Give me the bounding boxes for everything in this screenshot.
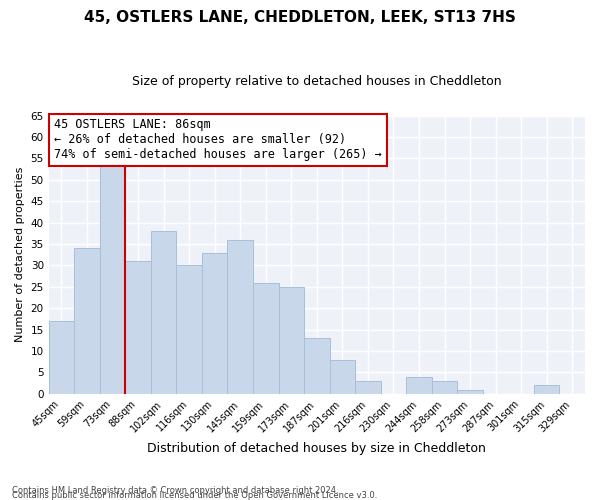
Bar	[227, 240, 253, 394]
Bar	[151, 231, 176, 394]
Text: Contains HM Land Registry data © Crown copyright and database right 2024.: Contains HM Land Registry data © Crown c…	[12, 486, 338, 495]
Bar	[176, 266, 202, 394]
Y-axis label: Number of detached properties: Number of detached properties	[15, 167, 25, 342]
Text: Contains public sector information licensed under the Open Government Licence v3: Contains public sector information licen…	[12, 490, 377, 500]
Bar	[49, 321, 74, 394]
Title: Size of property relative to detached houses in Cheddleton: Size of property relative to detached ho…	[132, 75, 502, 88]
Bar	[432, 381, 457, 394]
Bar	[100, 162, 125, 394]
Bar	[202, 252, 227, 394]
Bar	[457, 390, 483, 394]
Text: 45 OSTLERS LANE: 86sqm
← 26% of detached houses are smaller (92)
74% of semi-det: 45 OSTLERS LANE: 86sqm ← 26% of detached…	[54, 118, 382, 162]
Bar	[278, 287, 304, 394]
Bar	[329, 360, 355, 394]
Bar	[534, 386, 559, 394]
Bar	[253, 282, 278, 394]
Bar	[304, 338, 329, 394]
Bar	[125, 261, 151, 394]
Bar	[355, 381, 380, 394]
Bar	[406, 377, 432, 394]
X-axis label: Distribution of detached houses by size in Cheddleton: Distribution of detached houses by size …	[148, 442, 486, 455]
Text: 45, OSTLERS LANE, CHEDDLETON, LEEK, ST13 7HS: 45, OSTLERS LANE, CHEDDLETON, LEEK, ST13…	[84, 10, 516, 25]
Bar	[74, 248, 100, 394]
